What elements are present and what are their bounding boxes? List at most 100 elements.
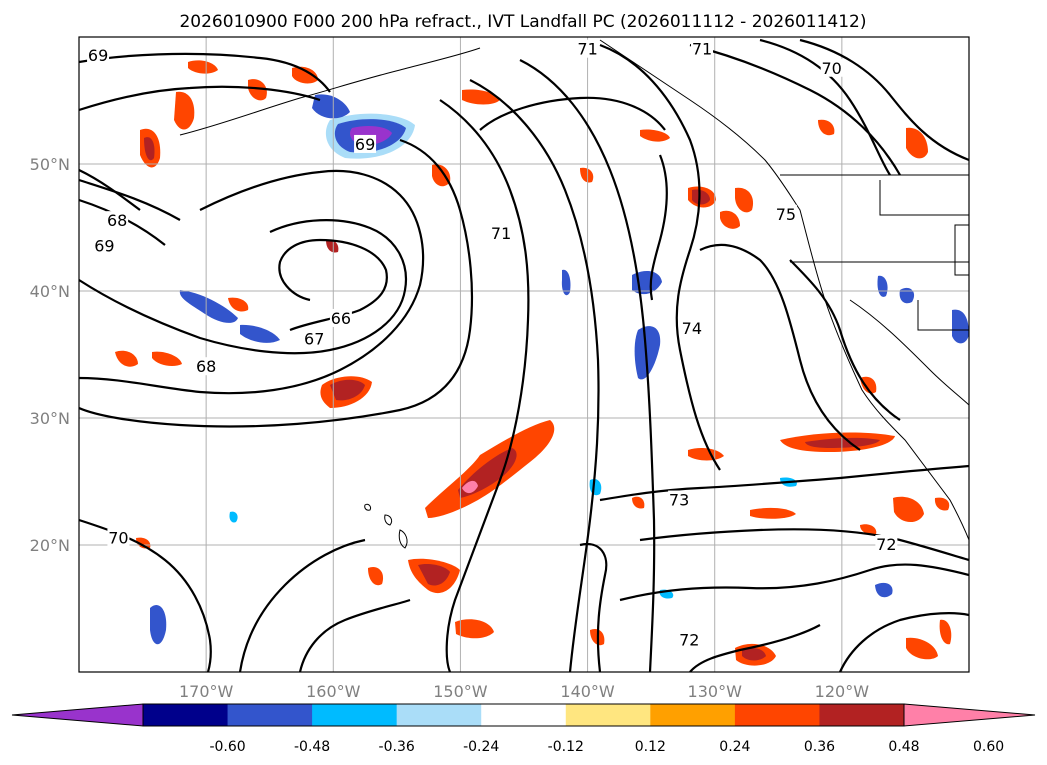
colorbar-extend-max — [903, 703, 1036, 727]
longitude-tick-label: 140°W — [560, 682, 615, 701]
latitude-tick-label: 50°N — [30, 155, 70, 174]
contour-label: 68 — [107, 211, 127, 230]
longitude-tick-label: 160°W — [306, 682, 361, 701]
coastline — [917, 300, 969, 331]
colorbar-tick-label: 0.12 — [635, 739, 666, 755]
contour-label: 71 — [577, 40, 597, 59]
contour-line — [469, 79, 600, 672]
map-frame — [78, 36, 970, 673]
contour-line — [619, 563, 969, 602]
contour-line — [298, 598, 411, 672]
contour-label: 67 — [304, 329, 324, 348]
contour-label: 73 — [669, 491, 689, 510]
coastline — [879, 180, 969, 216]
longitude-tick-label: 150°W — [433, 682, 488, 701]
coastline — [384, 514, 393, 526]
colorbar-segment — [227, 704, 313, 726]
contour-line — [519, 59, 656, 672]
contour-label-layer: 69 71 71 70 69 68 69 71 75 66 67 68 74 73 70 72 72 — [87, 39, 898, 649]
colorbar-segment — [650, 704, 736, 726]
contour-label-background — [87, 46, 110, 65]
contour-line — [579, 542, 608, 672]
colorbar-segment — [396, 704, 482, 726]
contour-label-background — [774, 204, 797, 223]
contour-line — [439, 99, 530, 672]
contour-label-background — [329, 308, 352, 327]
contour-line — [79, 169, 141, 211]
positive-anomaly-patch — [455, 432, 952, 666]
latitude-tick-label: 30°N — [30, 409, 70, 428]
contour-label: 70 — [108, 529, 128, 548]
negative-anomaly-patch — [179, 290, 280, 343]
contour-label: 70 — [822, 59, 842, 78]
coastline — [364, 503, 371, 511]
positive-anomaly-patch — [425, 420, 555, 518]
contour-label: 69 — [88, 46, 108, 65]
contour-label: 66 — [331, 309, 351, 328]
colorbar — [11, 703, 1036, 727]
contour-label-background — [106, 211, 129, 230]
contour-label-background — [303, 329, 326, 348]
contour-label-background — [107, 528, 130, 547]
colorbar-tick-label: 0.48 — [888, 739, 919, 755]
coastline — [849, 299, 969, 406]
coastline — [954, 224, 969, 276]
contour-label: 68 — [196, 357, 216, 376]
colorbar-tick-label: -0.36 — [379, 739, 415, 755]
contour-line — [689, 43, 901, 176]
contour-line — [238, 538, 366, 672]
coastline — [179, 47, 481, 136]
map-panel: 69 71 71 70 69 68 69 71 75 66 67 68 74 73 70 72 72 170°W… — [30, 36, 970, 701]
contour-label-background — [490, 223, 513, 242]
contour-label: 69 — [94, 237, 114, 256]
contour-line — [639, 528, 969, 562]
contour-label: 69 — [355, 135, 375, 154]
contour-label-background — [668, 490, 691, 509]
contour-label-background — [691, 39, 713, 58]
map-background — [79, 37, 969, 672]
contour-label-background — [354, 134, 377, 153]
coastline — [599, 39, 969, 541]
colorbar-segment — [312, 704, 398, 726]
contour-line — [838, 612, 969, 672]
coastline — [398, 529, 408, 549]
map-title: 2026010900 F000 200 hPa refract., IVT La… — [179, 12, 866, 32]
colorbar-tick-label: -0.12 — [548, 739, 584, 755]
contour-line — [699, 243, 861, 451]
contour-label-background — [678, 630, 701, 649]
colorbar-tick-label: 0.24 — [719, 739, 750, 755]
contour-line — [79, 178, 181, 221]
colorbar-extend-min — [11, 703, 144, 727]
contour-line — [649, 154, 668, 301]
contour-line — [599, 464, 969, 502]
contour-label-background — [93, 236, 116, 255]
contour-line — [479, 96, 666, 131]
negative-anomaly-patch — [312, 94, 350, 119]
contour-label-background — [680, 319, 703, 338]
contour-label: 75 — [776, 205, 796, 224]
contour-label-background — [195, 357, 218, 376]
contour-line — [799, 38, 969, 162]
coastlines — [179, 39, 969, 549]
colorbar-tick-label: -0.60 — [209, 739, 245, 755]
contour-line — [79, 219, 408, 355]
contour-line — [789, 259, 901, 421]
contour-line — [79, 52, 331, 93]
contour-label-background — [875, 535, 898, 553]
latitude-axis: 20°N 30°N 40°N 50°N — [30, 155, 70, 555]
longitude-tick-label: 130°W — [688, 682, 743, 701]
contour-line — [599, 43, 721, 471]
colorbar-tick-labels: -0.60 -0.48 -0.36 -0.24 -0.12 0.12 0.24 0.36 0.4… — [209, 739, 1004, 755]
colorbar-segment — [143, 704, 229, 726]
contour-line — [79, 169, 425, 395]
contour-label: 71 — [692, 40, 712, 59]
colorbar-segment — [819, 704, 905, 726]
contour-line — [759, 38, 891, 176]
latitude-tick-label: 20°N — [30, 536, 70, 555]
colorbar-segment — [565, 704, 651, 726]
contour-label-background — [576, 39, 599, 58]
colorbar-tick-label: 0.36 — [804, 739, 835, 755]
colorbar-tick-label: -0.24 — [463, 739, 499, 755]
longitude-tick-label: 120°W — [815, 682, 870, 701]
